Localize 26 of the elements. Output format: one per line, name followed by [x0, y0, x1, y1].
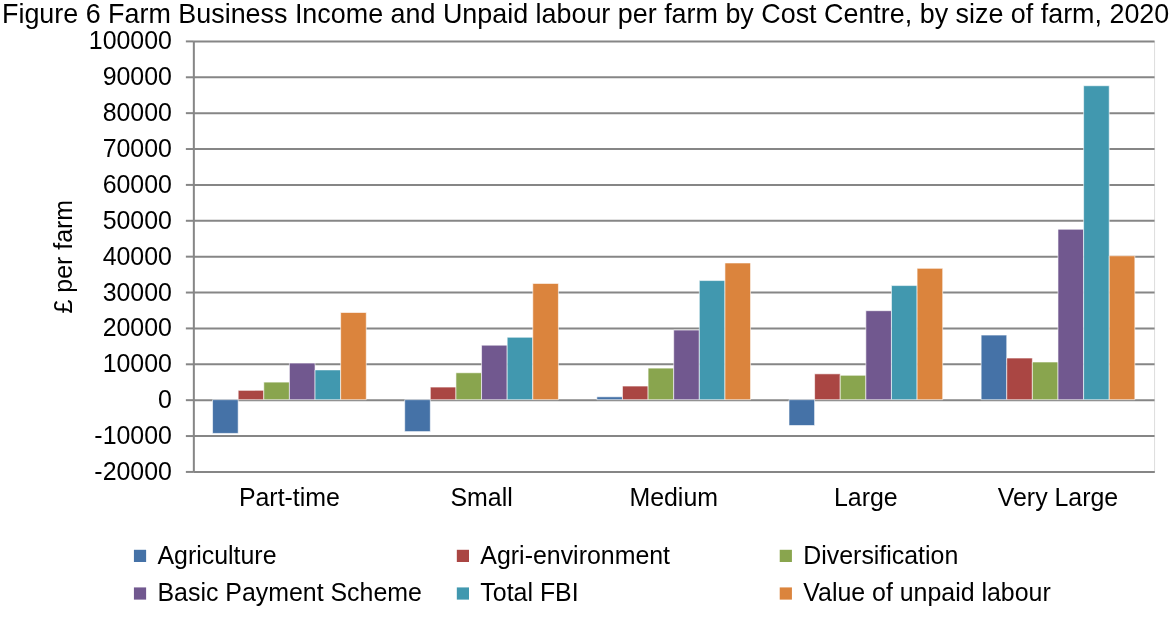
- y-tick-label: 80000: [102, 98, 172, 127]
- y-tick-label: 10000: [102, 349, 172, 378]
- x-tick-label: Part-time: [238, 482, 340, 511]
- legend-label: Diversification: [803, 540, 959, 569]
- x-tick-label: Large: [834, 482, 898, 511]
- legend-label: Basic Payment Scheme: [157, 578, 422, 607]
- y-tick-label: 100000: [88, 26, 172, 55]
- legend-label: Agriculture: [157, 540, 277, 569]
- legend-label: Agri-environment: [480, 540, 671, 569]
- y-tick-label: 20000: [102, 313, 172, 342]
- x-tick-label: Very Large: [997, 482, 1119, 511]
- y-tick-label: -10000: [94, 421, 172, 450]
- legend-label: Total FBI: [480, 578, 579, 607]
- y-axis-title: £ per farm: [48, 199, 77, 314]
- y-tick-label: 70000: [102, 134, 172, 162]
- y-tick-label: 0: [158, 385, 172, 414]
- y-tick-label: 50000: [102, 205, 172, 234]
- y-tick-label: 30000: [102, 277, 172, 306]
- y-tick-label: 60000: [102, 169, 172, 198]
- x-tick-label: Medium: [629, 482, 718, 511]
- y-tick-label: 90000: [102, 62, 172, 91]
- chart-title: Figure 6 Farm Business Income and Unpaid labour per farm by Cost Centre, by size of farm, 2020: [1, 0, 1170, 29]
- y-tick-label: -20000: [94, 456, 172, 485]
- y-tick-label: 40000: [102, 241, 172, 270]
- legend-label: Value of unpaid labour: [803, 578, 1051, 607]
- x-tick-label: Small: [450, 482, 513, 511]
